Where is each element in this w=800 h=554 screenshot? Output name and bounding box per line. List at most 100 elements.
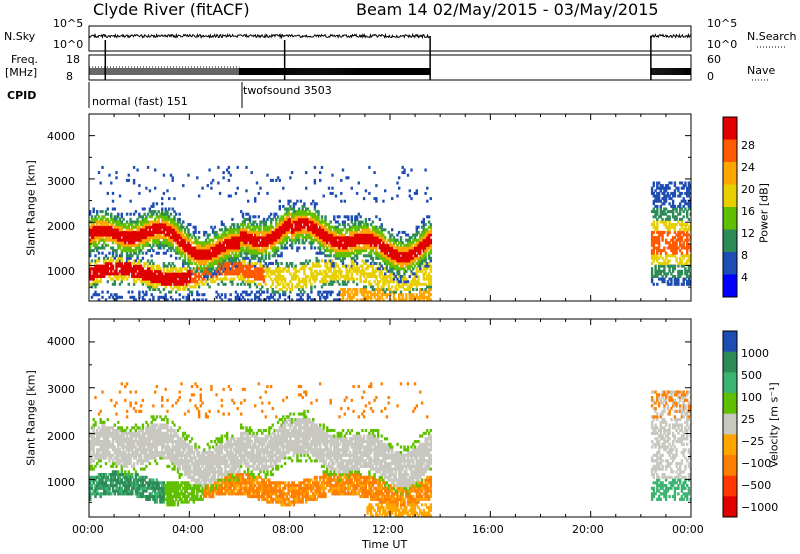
echo-cell [261,256,264,260]
echo-cell [296,275,299,278]
echo-cell [99,418,102,422]
echo-cell [387,259,390,263]
echo-cell [96,217,99,221]
echo-cell [289,238,292,242]
echo-cell [252,223,255,227]
echo-cell [324,228,327,232]
echo-cell [419,251,422,255]
echo-cell [187,243,190,247]
echo-cell [347,228,350,232]
echo-cell [345,249,348,253]
echo-cell [157,220,160,224]
echo-cell [115,259,118,263]
echo-cell [150,280,153,284]
echo-cell [96,475,99,479]
echo-cell [301,262,304,265]
echo-cell [368,295,371,299]
echo-cell [152,243,155,247]
echo-cell [96,228,99,232]
echo-cell [652,191,655,195]
echo-cell [268,241,271,245]
echo-cell [139,238,143,242]
echo-cell [168,225,171,229]
echo-cell [338,230,341,234]
echo-cell [679,272,682,276]
echo-cell [319,264,322,268]
echo-cell [412,295,415,299]
echo-cell [659,186,662,190]
echo-cell [245,272,248,276]
echo-cell [196,280,199,284]
echo-cell [405,282,408,286]
echo-cell [96,437,99,441]
echo-cell [319,171,322,175]
echo-cell [345,254,348,258]
echo-cell [176,272,180,276]
echo-cell [247,269,250,273]
echo-cell [663,272,666,276]
echo-cell [224,249,227,253]
echo-cell [324,259,327,263]
echo-cell [364,225,368,229]
echo-cell [117,473,120,477]
echo-cell [417,251,420,255]
echo-cell [264,298,267,301]
echo-cell [317,259,320,263]
echo-cell [359,298,362,301]
echo-cell [99,453,102,457]
echo-cell [240,269,243,273]
echo-cell [124,264,127,268]
echo-cell [405,277,408,281]
echo-cell [355,191,359,195]
echo-cell [94,282,97,286]
echo-cell [656,223,659,227]
echo-cell [375,199,378,203]
echo-cell [686,210,689,214]
echo-cell [341,256,345,260]
echo-cell [175,285,178,289]
echo-cell [90,217,94,221]
echo-cell [371,228,375,232]
echo-cell [106,262,109,265]
echo-cell [396,269,399,273]
echo-cell [310,272,313,276]
echo-cell [273,293,276,297]
echo-cell [382,293,385,297]
echo-cell [96,212,99,216]
echo-cell [173,236,176,240]
echo-cell [303,267,306,271]
echo-cell [417,298,420,301]
echo-cell [115,478,118,482]
echo-cell [175,277,178,281]
echo-cell [677,264,680,268]
echo-cell [347,280,350,284]
echo-cell [157,225,160,229]
echo-cell [169,264,173,268]
echo-cell [401,277,404,281]
echo-cell [261,238,264,242]
echo-cell [686,269,689,273]
echo-cell [211,277,215,281]
echo-cell [343,290,346,294]
echo-cell [389,264,392,268]
echo-cell [310,223,313,227]
echo-cell [259,249,262,253]
echo-cell [340,298,343,301]
echo-cell [310,298,313,301]
echo-cell [255,236,259,240]
echo-cell [234,241,238,245]
echo-cell [131,220,134,224]
echo-cell [671,225,675,229]
echo-cell [426,228,429,232]
echo-cell [96,456,99,460]
echo-cell [319,290,322,294]
echo-cell [419,233,422,237]
echo-cell [150,285,153,289]
echo-cell [252,256,255,260]
echo-cell [403,280,406,284]
echo-cell [419,243,422,247]
echo-cell [166,282,169,286]
echo-cell [203,254,206,258]
echo-cell [90,484,94,488]
echo-cell [377,251,380,255]
